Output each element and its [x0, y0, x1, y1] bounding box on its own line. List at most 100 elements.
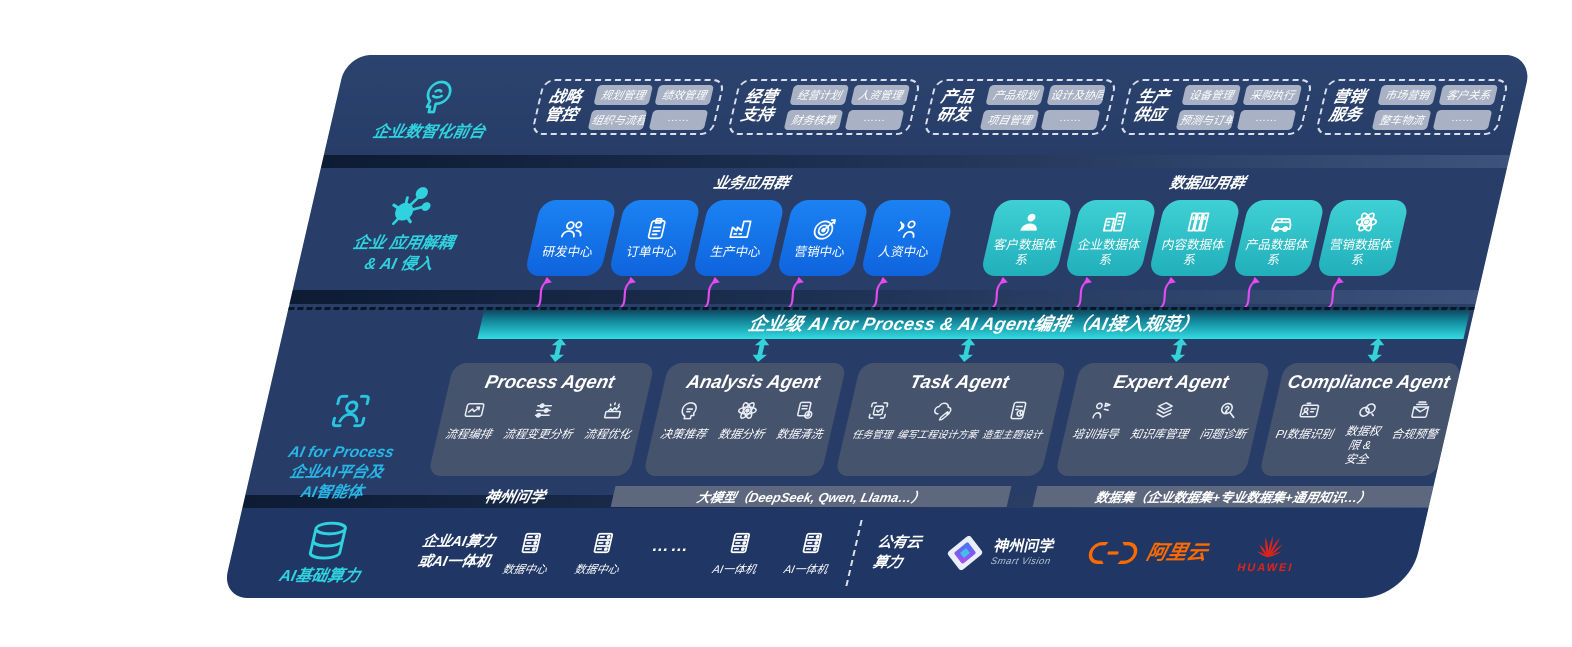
doc-gear-icon	[791, 399, 819, 422]
atom-icon	[1351, 209, 1383, 235]
group-item: 财务核算	[783, 109, 844, 130]
agent-item: 流程优化	[583, 399, 639, 442]
ai-layer-band: 企业级 AI for Process & AI Agent编排（AI接入规范） …	[245, 307, 1475, 536]
data-app-group: 数据应用群 客户数据体系 企业数据体系	[977, 172, 1416, 312]
sliders-icon	[529, 399, 557, 422]
person-scan-icon	[324, 389, 378, 433]
agent-cards-row: Process Agent 流程编排 流程变更分析 流程优化 Analysis …	[427, 338, 1463, 477]
ai-layer-label-line3: AI智能体	[298, 484, 365, 502]
agent-item: 合规预警	[1390, 399, 1446, 442]
infra-node-datacenter: 数据中心	[573, 530, 628, 577]
data-box-product: 产品数据体系	[1231, 200, 1326, 312]
ai-layer-label-line1: AI for Process	[286, 443, 396, 461]
front-stage-side-label: 企业数智化前台	[324, 55, 547, 155]
infra-ellipsis: ……	[650, 536, 693, 555]
group-item: 预测与订单	[1175, 109, 1236, 130]
data-box-enterprise: 企业数据体系	[1063, 200, 1158, 312]
agent-item: 数据清洗	[775, 399, 831, 442]
public-cloud-label: 公有云 算力	[871, 534, 924, 571]
data-box-marketing: 营销数据体系	[1315, 200, 1410, 312]
group-item: 采购执行	[1242, 84, 1303, 105]
group-item: 产品规划	[985, 84, 1046, 105]
group-title: 营销服务	[1327, 88, 1368, 124]
sync-arrow-icon	[1170, 338, 1187, 362]
group-item: 设备管理	[1181, 84, 1242, 105]
sync-arrow-icon	[958, 338, 976, 362]
training-icon	[1087, 399, 1115, 422]
task-agent-card: Task Agent 任务管理 编写工程设计方案 造型主题设计	[834, 338, 1067, 477]
clipboard-icon	[641, 216, 673, 242]
group-item: 项目管理	[979, 109, 1040, 130]
car-icon	[1267, 209, 1299, 235]
group-item: 绩效管理	[654, 84, 715, 105]
front-stage-band: 企业数智化前台 战略管控 规划管理 绩效管理 组织与流程 …… 经营支持 经营计…	[323, 55, 1533, 155]
server-icon	[796, 530, 828, 556]
infra-side-label: AI基础算力	[224, 519, 426, 588]
agent-item: 数据分析	[717, 399, 773, 442]
vendor-aliyun: 阿里云	[1084, 540, 1210, 566]
group-item: 组织与流程	[587, 109, 648, 130]
front-stage-group-strategy: 战略管控 规划管理 绩效管理 组织与流程 ……	[530, 79, 726, 135]
app-layer-label-line2: & AI 侵入	[362, 256, 435, 273]
front-stage-groups: 战略管控 规划管理 绩效管理 组织与流程 …… 经营支持 经营计划 人资管理 财…	[524, 55, 1533, 155]
group-item: 人资管理	[850, 84, 911, 105]
agent-item: 问题诊断	[1198, 399, 1254, 442]
molecule-icon	[384, 182, 441, 228]
customer-icon	[1015, 209, 1047, 235]
agent-item: 流程变更分析	[502, 399, 581, 442]
books-icon	[1183, 209, 1215, 235]
people-icon	[557, 216, 589, 242]
ai-layer-label-line2: 企业AI平台及	[288, 464, 386, 482]
app-layer-side-label: 企业 应用解耦 & AI 侵入	[293, 168, 521, 290]
task-grid-icon	[864, 399, 892, 422]
analysis-agent-card: Analysis Agent 决策推荐 数据分析 数据清洗	[642, 338, 847, 477]
database-icon	[301, 519, 355, 563]
layers-icon	[1151, 399, 1179, 422]
ai-orchestration-bus: 企业级 AI for Process & AI Agent编排（AI接入规范）	[477, 307, 1471, 339]
group-item: 经营计划	[789, 84, 850, 105]
hr-person-icon	[893, 216, 925, 242]
server-icon	[515, 530, 547, 556]
infra-label: AI基础算力	[277, 567, 362, 585]
dataset-strip: 数据集（企业数据集+专业数据集+通用知识…）	[1032, 486, 1434, 508]
diagnose-icon	[1214, 399, 1242, 422]
ai-bus-label: 企业级 AI for Process & AI Agent编排（AI接入规范）	[746, 314, 1202, 334]
workflow-icon	[460, 399, 488, 422]
business-group-title: 业务应用群	[711, 175, 791, 192]
app-layer-label-line1: 企业 应用解耦	[351, 235, 456, 253]
group-title: 经营支持	[739, 88, 780, 124]
shelf-edge	[320, 155, 1510, 168]
business-app-group: 业务应用群 研发中心 订单中心	[521, 172, 960, 312]
group-title: 生产供应	[1131, 88, 1172, 124]
app-box-marketing-center: 营销中心	[775, 200, 870, 312]
building-icon	[1099, 209, 1131, 235]
infra-node-ai-appliance: AI一体机	[783, 530, 837, 577]
app-box-rnd-center: 研发中心	[523, 200, 618, 312]
group-title: 战略管控	[543, 88, 584, 124]
front-stage-group-product: 产品研发 产品规划 设计及协同 项目管理 ……	[922, 79, 1118, 135]
app-box-order-center: 订单中心	[607, 200, 702, 312]
access-spec-dashed-line	[288, 307, 1475, 310]
sync-arrow-icon	[549, 338, 566, 362]
server-icon	[587, 530, 619, 556]
model-strip: 大模型（DeepSeek, Qwen, Llama…）	[610, 486, 1012, 508]
cloud-pen-icon	[929, 399, 957, 422]
dashed-divider	[845, 520, 863, 586]
optimize-icon	[599, 399, 627, 422]
sync-arrow-icon	[752, 338, 770, 362]
front-stage-label: 企业数智化前台	[371, 123, 488, 141]
mail-alert-icon	[1406, 399, 1434, 422]
aliyun-logo-icon	[1084, 540, 1142, 566]
infra-node-datacenter: 数据中心	[501, 530, 556, 577]
app-box-hr-center: 人资中心	[859, 200, 954, 312]
enterprise-compute-label: 企业AI算力 或AI一体机	[416, 534, 497, 570]
factory-icon	[725, 216, 757, 242]
group-item: 设计及协同	[1046, 84, 1107, 105]
decision-icon	[675, 399, 703, 422]
id-card-icon	[1296, 399, 1324, 422]
process-agent-card: Process Agent 流程编排 流程变更分析 流程优化	[427, 338, 655, 477]
agent-item: 知识库管理	[1129, 399, 1196, 442]
infra-band: AI基础算力 企业AI算力 或AI一体机 数据中心 数据中心 …… AI一体机	[221, 508, 1429, 598]
expert-agent-card: Expert Agent 培训指导 知识库管理 问题诊断	[1054, 338, 1271, 477]
